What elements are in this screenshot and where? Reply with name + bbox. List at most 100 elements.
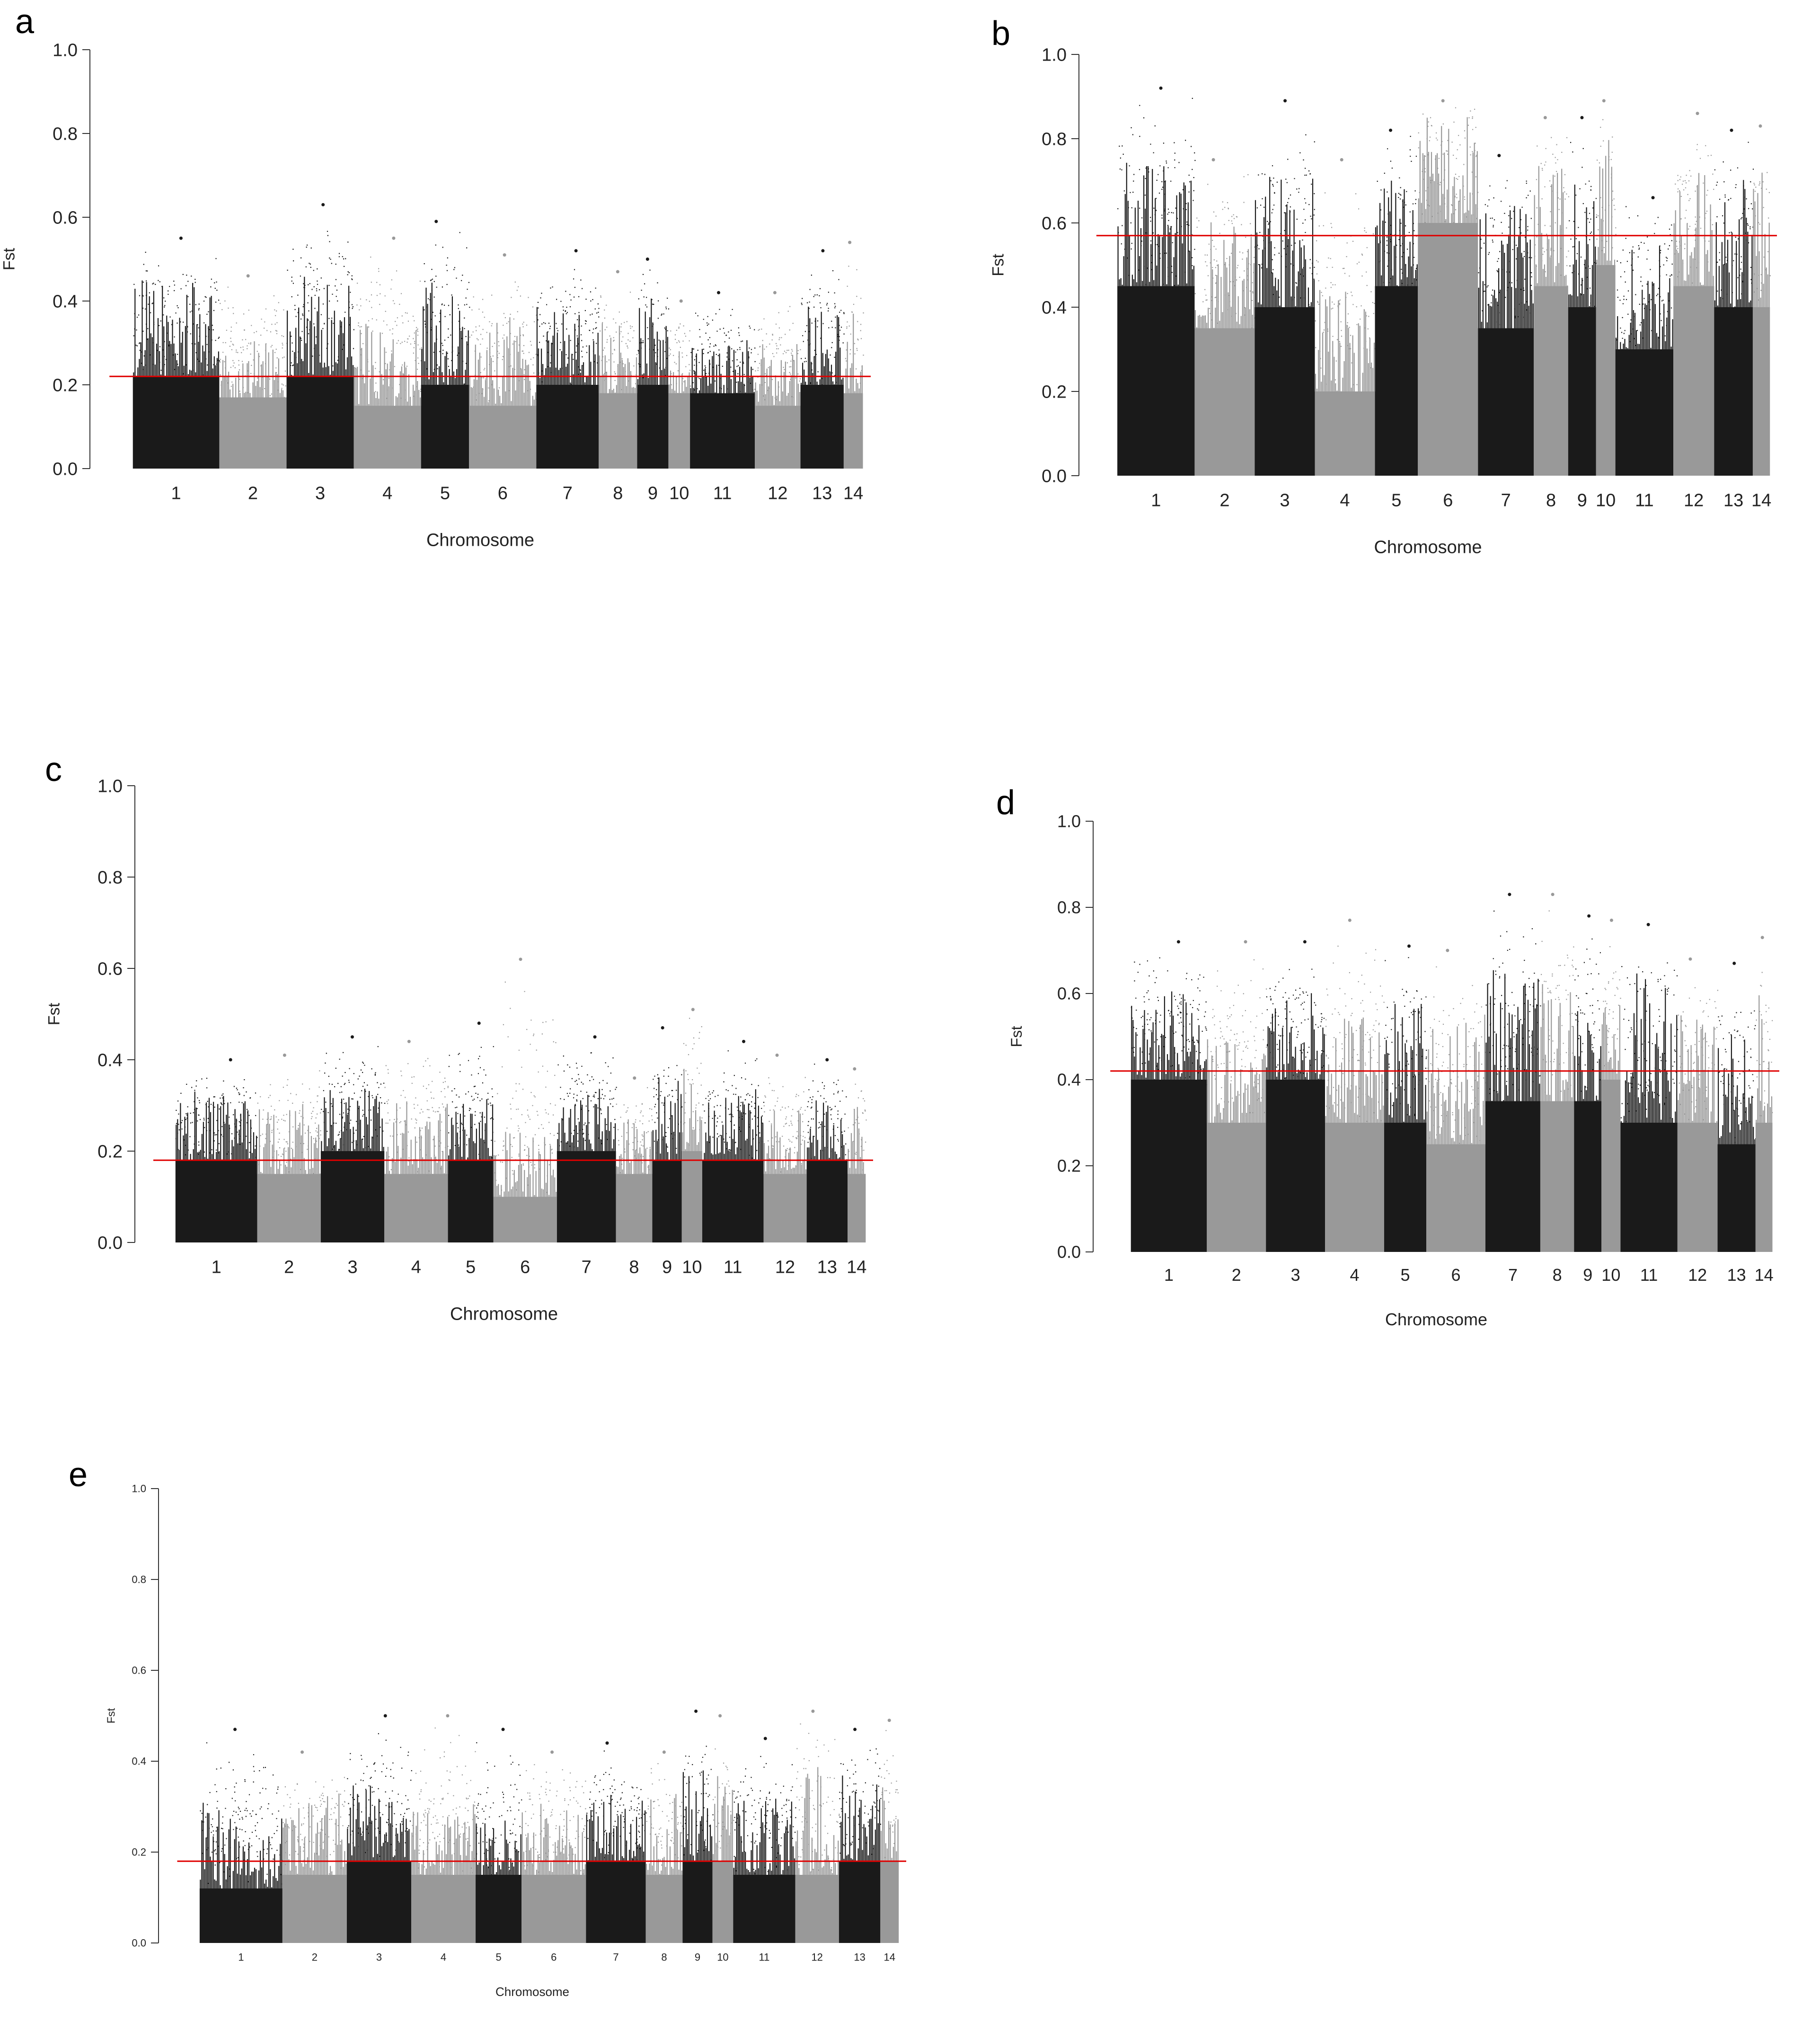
chromosome-11-peak bbox=[717, 291, 721, 294]
chromosome-4-spikes bbox=[1315, 290, 1375, 476]
chromosome-8-peak bbox=[633, 1076, 636, 1080]
chromosome-2-spikes bbox=[1207, 1039, 1266, 1252]
chromosome-4-points bbox=[411, 1714, 476, 1943]
chromosome-1-scatter bbox=[133, 251, 220, 376]
chromosome-3-scatter bbox=[321, 1046, 386, 1151]
chromosome-8-scatter bbox=[600, 292, 638, 390]
chromosome-14-dense-block bbox=[848, 1174, 866, 1242]
chromosome-8-points bbox=[599, 270, 638, 469]
chromosome-5-spikes bbox=[421, 283, 469, 469]
chromosome-4-points bbox=[353, 236, 422, 469]
chromosome-12-points bbox=[755, 291, 801, 469]
chromosome-9-peak bbox=[661, 1026, 664, 1029]
chromosome-9-points bbox=[682, 1709, 714, 1943]
chromosome-1-points bbox=[1117, 86, 1196, 476]
chromosome-5-points bbox=[1384, 944, 1427, 1252]
chromosome-12-spikes bbox=[763, 1110, 807, 1242]
chromosome-13-points bbox=[1717, 961, 1757, 1252]
chromosome-3-spikes bbox=[287, 276, 354, 469]
chromosome-8-peak bbox=[1551, 893, 1555, 896]
chromosome-4-scatter bbox=[355, 257, 422, 404]
y-tick-label: 0.0 bbox=[97, 1233, 123, 1253]
chromosome-7-scatter bbox=[1478, 180, 1532, 325]
chromosome-4-spikes bbox=[354, 324, 421, 469]
y-tick-label: 0.6 bbox=[1057, 984, 1081, 1003]
x-tick-label: 13 bbox=[812, 484, 832, 504]
chromosome-6-peak bbox=[1446, 949, 1449, 952]
chromosome-10-points bbox=[1601, 918, 1621, 1252]
chromosome-14-dense-block bbox=[880, 1861, 899, 1943]
panel-letter: d bbox=[996, 784, 1015, 822]
chromosome-9-points bbox=[652, 1026, 683, 1242]
chromosome-9-scatter bbox=[637, 269, 670, 379]
chromosome-14-dense-block bbox=[1755, 1123, 1773, 1252]
chromosome-13-spikes bbox=[801, 306, 844, 469]
chromosome-8-peak bbox=[1543, 116, 1547, 119]
x-tick-label: 3 bbox=[1280, 491, 1290, 511]
points-layer bbox=[1117, 86, 1771, 476]
chromosome-14-peak bbox=[853, 1067, 857, 1071]
x-tick-label: 4 bbox=[382, 484, 392, 504]
chromosome-6-spikes bbox=[521, 1803, 586, 1943]
chromosome-7-peak bbox=[1497, 154, 1501, 158]
y-axis-title: Fst bbox=[0, 248, 18, 270]
y-tick-label: 0.6 bbox=[1042, 213, 1067, 233]
chromosome-4-scatter bbox=[412, 1727, 476, 1874]
chromosome-6-points bbox=[1418, 99, 1479, 476]
y-tick-label: 0.8 bbox=[1057, 898, 1081, 917]
chromosome-7-dense-block bbox=[586, 1861, 646, 1943]
chromosome-10-points bbox=[1596, 99, 1617, 476]
chromosome-1-scatter bbox=[1117, 98, 1196, 286]
chromosome-8-points bbox=[1540, 893, 1574, 1252]
chromosome-8-points bbox=[616, 1076, 653, 1242]
chromosome-10-points bbox=[712, 1714, 734, 1943]
chromosome-6-peak bbox=[503, 253, 506, 257]
y-tick-label: 0.4 bbox=[53, 292, 78, 311]
chromosome-5-peak bbox=[1389, 128, 1393, 132]
chromosome-10-spikes bbox=[1601, 1005, 1620, 1252]
chromosome-12-spikes bbox=[795, 1767, 839, 1943]
x-tick-label: 13 bbox=[1727, 1265, 1746, 1285]
chromosome-4-spikes bbox=[384, 1101, 448, 1242]
x-tick-label: 6 bbox=[1451, 1265, 1461, 1285]
chromosome-11-peak bbox=[1651, 196, 1655, 200]
chromosome-4-peak bbox=[1348, 918, 1352, 922]
chromosome-6-spikes bbox=[1418, 117, 1478, 476]
chromosome-8-points bbox=[1534, 116, 1569, 476]
x-tick-label: 6 bbox=[551, 1951, 557, 1963]
chromosome-10-peak bbox=[691, 1008, 695, 1011]
y-tick-label: 0.2 bbox=[1042, 382, 1067, 402]
chromosome-9-spikes bbox=[1568, 185, 1596, 476]
chromosome-3-points bbox=[1255, 99, 1316, 476]
chromosome-7-peak bbox=[605, 1741, 609, 1745]
chromosome-1-dense-block bbox=[133, 376, 220, 469]
chromosome-11-scatter bbox=[733, 1756, 796, 1876]
chromosome-12-spikes bbox=[1678, 1015, 1718, 1252]
chromosome-5-spikes bbox=[476, 1820, 521, 1943]
chromosome-8-spikes bbox=[646, 1794, 682, 1943]
chromosome-3-spikes bbox=[321, 1089, 384, 1242]
chromosome-9-peak bbox=[645, 257, 649, 261]
chromosome-12-peak bbox=[811, 1709, 815, 1713]
chromosome-6-spikes bbox=[1426, 1014, 1485, 1252]
chromosome-11-spikes bbox=[1620, 973, 1678, 1252]
chromosome-11-points bbox=[733, 1737, 796, 1943]
x-tick-label: 6 bbox=[498, 484, 508, 504]
y-tick-label: 0.6 bbox=[97, 959, 123, 979]
chromosome-3-peak bbox=[1283, 99, 1287, 103]
chromosome-13-scatter bbox=[801, 270, 845, 386]
chromosome-13-peak bbox=[853, 1728, 857, 1731]
x-tick-label: 3 bbox=[315, 484, 325, 504]
chromosome-8-dense-block bbox=[1534, 286, 1568, 476]
chromosome-10-spikes bbox=[668, 351, 690, 469]
x-tick-label: 3 bbox=[1291, 1265, 1300, 1285]
chromosome-6-peak bbox=[1441, 99, 1445, 103]
x-tick-label: 10 bbox=[682, 1258, 702, 1277]
chromosome-10-dense-block bbox=[681, 1151, 702, 1242]
chromosome-4-dense-block bbox=[1315, 391, 1375, 476]
y-axis-title: Fst bbox=[1008, 1026, 1025, 1047]
x-axis-title: Chromosome bbox=[1385, 1310, 1487, 1329]
x-tick-label: 5 bbox=[440, 484, 450, 504]
chromosome-5-peak bbox=[501, 1728, 505, 1731]
